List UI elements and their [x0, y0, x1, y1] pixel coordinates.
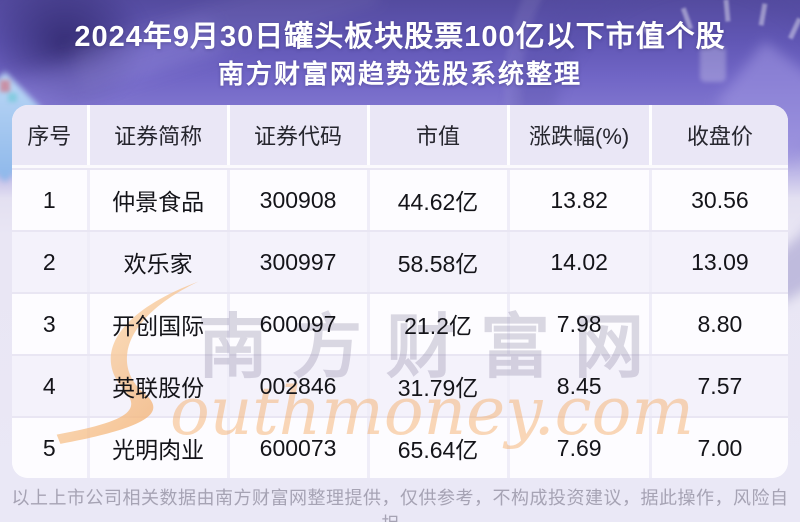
cell-marketcap: 44.62亿	[370, 170, 510, 230]
table-row: 5 光明肉业 600073 65.64亿 7.69 7.00	[12, 416, 788, 478]
cell-index: 2	[12, 232, 90, 292]
column-header-name: 证券简称	[90, 105, 230, 165]
table-row: 1 仲景食品 300908 44.62亿 13.82 30.56	[12, 168, 788, 230]
cell-change: 8.45	[510, 356, 652, 416]
cell-index: 4	[12, 356, 90, 416]
table-row: 3 开创国际 600097 21.2亿 7.98 8.80	[12, 292, 788, 354]
cell-change: 14.02	[510, 232, 652, 292]
cell-name: 光明肉业	[90, 418, 230, 478]
cell-marketcap: 65.64亿	[370, 418, 510, 478]
cell-name: 仲景食品	[90, 170, 230, 230]
cell-index: 5	[12, 418, 90, 478]
cell-change: 7.98	[510, 294, 652, 354]
cell-name: 欢乐家	[90, 232, 230, 292]
page-title: 2024年9月30日罐头板块股票100亿以下市值个股 南方财富网趋势选股系统整理	[0, 17, 800, 92]
cell-change: 7.69	[510, 418, 652, 478]
cell-close: 30.56	[691, 186, 749, 213]
cell-code: 600073	[230, 418, 370, 478]
cell-close: 8.80	[697, 310, 743, 337]
title-line1: 2024年9月30日罐头板块股票100亿以下市值个股	[74, 21, 726, 53]
cell-index: 1	[12, 170, 90, 230]
cell-marketcap: 21.2亿	[370, 294, 510, 354]
cell-code: 002846	[230, 356, 370, 416]
cell-code: 600097	[230, 294, 370, 354]
stock-table: 南方财富网 outhmoney.com 序号 证券简称 证券代码 市值 涨跌幅(…	[12, 105, 788, 478]
cell-marketcap: 58.58亿	[370, 232, 510, 292]
column-header-change: 涨跌幅(%)	[510, 105, 652, 165]
cell-close: 7.00	[697, 434, 743, 461]
cell-name: 英联股份	[90, 356, 230, 416]
table-header-row: 序号 证券简称 证券代码 市值 涨跌幅(%) 收盘价	[12, 105, 788, 168]
bg-teal-dot-icon	[8, 93, 17, 102]
table-row: 2 欢乐家 300997 58.58亿 14.02 13.09	[12, 230, 788, 292]
column-header-code: 证券代码	[230, 105, 370, 165]
column-header-close: 收盘价	[686, 124, 753, 149]
disclaimer-text: 以上上市公司相关数据由南方财富网整理提供，仅供参考，不构成投资建议，据此操作，风…	[11, 488, 789, 522]
cell-close: 7.57	[697, 372, 743, 399]
column-header-marketcap: 市值	[370, 105, 510, 165]
cell-code: 300997	[230, 232, 370, 292]
cell-marketcap: 31.79亿	[370, 356, 510, 416]
cell-name: 开创国际	[90, 294, 230, 354]
cell-close: 13.09	[691, 248, 749, 275]
table-row: 4 英联股份 002846 31.79亿 8.45 7.57	[12, 354, 788, 416]
title-line2: 南方财富网趋势选股系统整理	[217, 59, 582, 89]
cell-change: 13.82	[510, 170, 652, 230]
column-header-index: 序号	[12, 105, 90, 165]
cell-code: 300908	[230, 170, 370, 230]
cell-index: 3	[12, 294, 90, 354]
